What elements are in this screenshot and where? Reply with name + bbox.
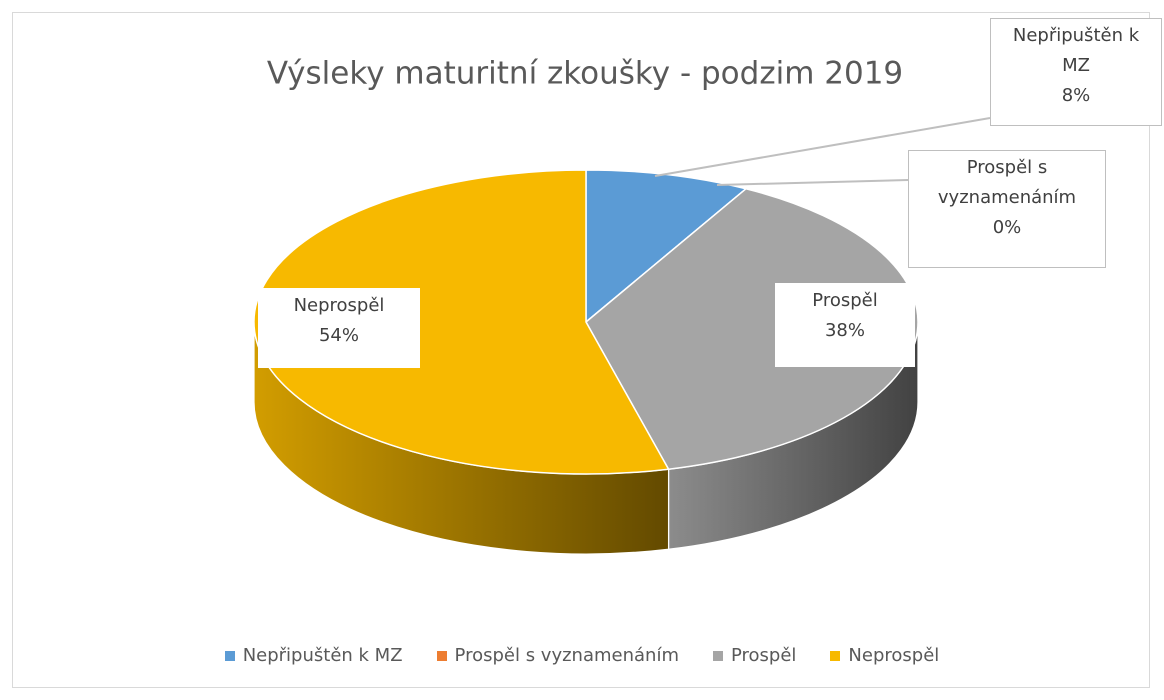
legend-swatch	[224, 650, 235, 661]
pie-slice	[585, 169, 748, 324]
legend-swatch	[436, 650, 447, 661]
data-label-name: Prospěl	[812, 290, 878, 311]
data-label-name: Nepřipuštěn k MZ	[1012, 25, 1140, 76]
data-label: Prospěl s vyznamenáním 0%	[908, 150, 1106, 268]
data-label-value: 0%	[992, 217, 1022, 238]
data-label-value: 54%	[318, 325, 359, 346]
legend-label: Nepřipuštěn k MZ	[242, 645, 403, 666]
leader-line	[654, 117, 991, 177]
chart-title: Výsleky maturitní zkoušky - podzim 2019	[267, 56, 903, 92]
data-label: Nepřipuštěn k MZ 8%	[990, 18, 1162, 126]
legend-item: Prospěl s vyznamenáním	[436, 645, 679, 666]
data-label: Prospěl 38%	[775, 283, 915, 367]
legend: Nepřipuštěn k MZ Prospěl s vyznamenáním Pr…	[0, 645, 1164, 666]
pie-slice	[585, 187, 919, 471]
legend-swatch	[830, 650, 841, 661]
legend-label: Prospěl	[730, 645, 797, 666]
legend-item: Neprospěl	[830, 645, 939, 666]
data-label-value: 8%	[1061, 85, 1091, 106]
legend-item: Nepřipuštěn k MZ	[224, 645, 403, 666]
legend-item: Prospěl	[712, 645, 797, 666]
data-label: Neprospěl 54%	[258, 288, 420, 368]
legend-label: Prospěl s vyznamenáním	[454, 645, 679, 666]
data-label-name: Prospěl s vyznamenáním	[937, 157, 1077, 208]
legend-swatch	[712, 650, 723, 661]
pie-slice	[253, 169, 670, 475]
legend-label: Neprospěl	[848, 645, 940, 666]
leader-line	[716, 179, 909, 186]
data-label-name: Neprospěl	[293, 295, 385, 316]
data-label-value: 38%	[824, 320, 865, 341]
chart-frame	[12, 12, 1150, 688]
